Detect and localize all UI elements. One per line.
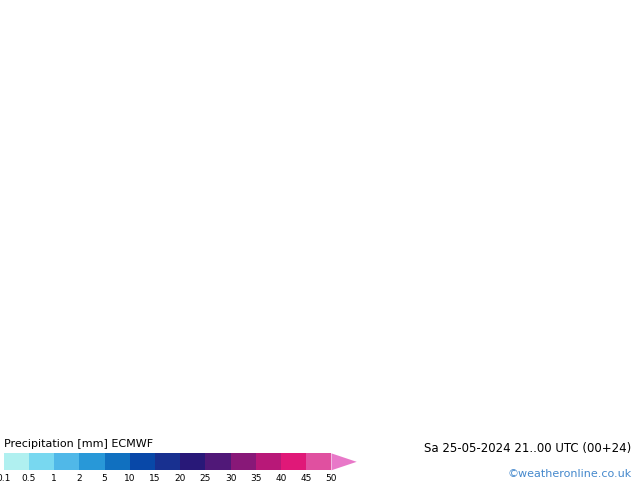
Text: 10: 10 [124,474,136,483]
Bar [54,453,79,470]
Bar [79,453,105,470]
Text: 45: 45 [301,474,312,483]
Bar [29,453,54,470]
Bar [256,453,281,470]
Text: Sa 25-05-2024 21..00 UTC (00+24): Sa 25-05-2024 21..00 UTC (00+24) [424,442,631,455]
Text: 20: 20 [174,474,186,483]
Text: 0.5: 0.5 [22,474,36,483]
Bar [205,453,231,470]
Text: Precipitation [mm] ECMWF: Precipitation [mm] ECMWF [4,439,153,449]
Text: 2: 2 [77,474,82,483]
Bar [180,453,205,470]
Text: 1: 1 [51,474,57,483]
Text: 25: 25 [200,474,211,483]
Bar [306,453,332,470]
Text: 0.1: 0.1 [0,474,11,483]
Bar [105,453,130,470]
Bar [231,453,256,470]
Bar [281,453,306,470]
Bar [4,453,29,470]
Polygon shape [332,453,357,470]
Text: 15: 15 [149,474,160,483]
Text: ©weatheronline.co.uk: ©weatheronline.co.uk [507,469,631,479]
Text: 35: 35 [250,474,262,483]
Bar [155,453,180,470]
Text: 5: 5 [101,474,107,483]
Text: 50: 50 [326,474,337,483]
Text: 40: 40 [275,474,287,483]
Text: 30: 30 [225,474,236,483]
Bar [130,453,155,470]
